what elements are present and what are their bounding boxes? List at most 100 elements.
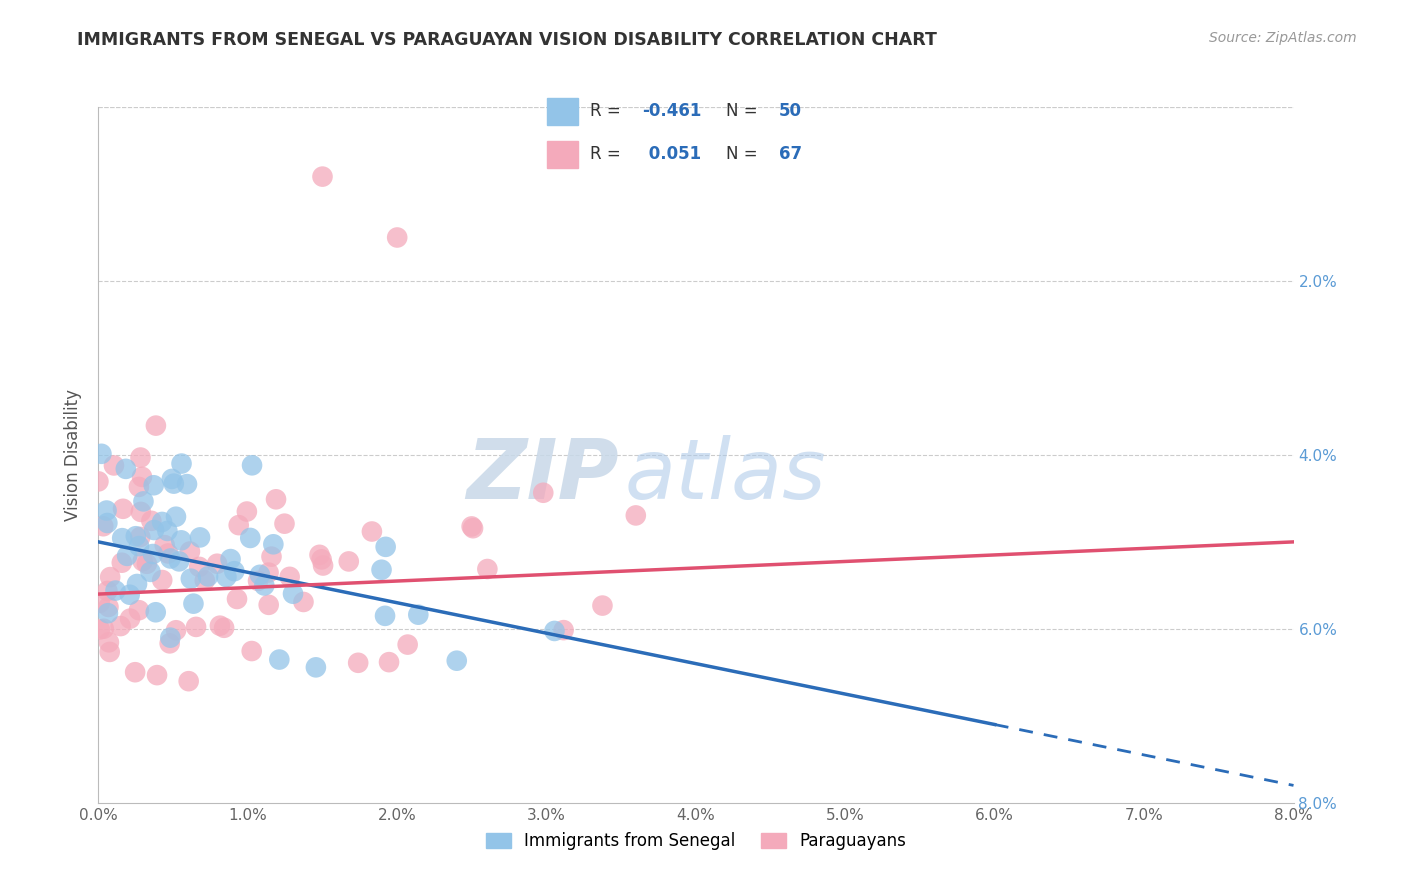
Point: [128, 603, 150, 617]
Point: [337, 554, 360, 568]
Point: [228, 518, 250, 533]
Text: R =: R =: [591, 145, 626, 163]
Point: [461, 521, 484, 535]
Point: [215, 570, 238, 584]
Point: [477, 562, 499, 576]
Point: [305, 660, 328, 674]
Point: [591, 599, 613, 613]
Point: [273, 516, 295, 531]
Point: [239, 531, 262, 545]
Point: [378, 655, 401, 669]
Legend: Immigrants from Senegal, Paraguayans: Immigrants from Senegal, Paraguayans: [479, 826, 912, 857]
Point: [374, 540, 396, 554]
Point: [153, 538, 176, 552]
Point: [249, 567, 271, 582]
Point: [98, 645, 121, 659]
Bar: [547, 141, 578, 168]
Point: [240, 458, 263, 473]
Text: 50: 50: [779, 103, 801, 120]
Text: N =: N =: [725, 103, 763, 120]
Point: [188, 530, 211, 544]
Text: atlas: atlas: [624, 435, 825, 516]
Point: [111, 556, 134, 570]
Point: [111, 531, 134, 545]
Point: [97, 599, 120, 614]
Point: [264, 492, 287, 507]
Point: [226, 591, 249, 606]
Point: [208, 618, 231, 632]
Point: [374, 608, 396, 623]
Point: [236, 504, 259, 518]
Point: [120, 612, 142, 626]
Point: [132, 494, 155, 508]
Point: [128, 539, 150, 553]
Point: [212, 621, 235, 635]
Point: [176, 477, 198, 491]
Point: [408, 607, 430, 622]
Text: ZIP: ZIP: [465, 435, 619, 516]
Point: [89, 596, 111, 610]
Bar: [547, 98, 578, 125]
Point: [115, 549, 138, 563]
Point: [278, 570, 301, 584]
Point: [170, 457, 193, 471]
Point: [142, 547, 165, 561]
Point: [111, 501, 134, 516]
Point: [543, 624, 565, 638]
Point: [125, 529, 148, 543]
Point: [165, 624, 187, 638]
Point: [257, 566, 280, 580]
Point: [163, 476, 186, 491]
Point: [139, 565, 162, 579]
Point: [257, 598, 280, 612]
Point: [129, 505, 152, 519]
Point: [142, 478, 165, 492]
Point: [247, 574, 270, 588]
Point: [262, 537, 284, 551]
Point: [446, 654, 468, 668]
Text: -0.461: -0.461: [643, 103, 702, 120]
Point: [90, 447, 112, 461]
Point: [131, 470, 153, 484]
Text: R =: R =: [591, 103, 626, 120]
Point: [553, 623, 575, 637]
Point: [253, 578, 276, 592]
Point: [124, 665, 146, 680]
Point: [361, 524, 384, 539]
Point: [97, 635, 120, 649]
Point: [308, 548, 330, 562]
Point: [131, 554, 153, 568]
Point: [180, 572, 202, 586]
Point: [531, 485, 554, 500]
Point: [179, 544, 201, 558]
Point: [96, 584, 118, 599]
Point: [159, 631, 181, 645]
Point: [160, 472, 183, 486]
Point: [396, 638, 419, 652]
Point: [135, 557, 157, 571]
Point: [141, 514, 163, 528]
Point: [104, 583, 127, 598]
Point: [150, 515, 173, 529]
Point: [114, 462, 136, 476]
Point: [292, 595, 315, 609]
Point: [197, 569, 219, 583]
Point: [240, 644, 263, 658]
Point: [224, 564, 246, 578]
Point: [129, 530, 152, 544]
Point: [460, 519, 482, 533]
Point: [177, 674, 200, 689]
Text: 67: 67: [779, 145, 801, 163]
Point: [385, 230, 409, 244]
Point: [128, 480, 150, 494]
Point: [269, 652, 291, 666]
Point: [143, 523, 166, 537]
Point: [129, 450, 152, 465]
Point: [110, 619, 132, 633]
Point: [96, 503, 118, 517]
Point: [312, 558, 335, 573]
Point: [194, 574, 217, 588]
Text: N =: N =: [725, 145, 763, 163]
Point: [96, 516, 118, 530]
Point: [281, 587, 304, 601]
